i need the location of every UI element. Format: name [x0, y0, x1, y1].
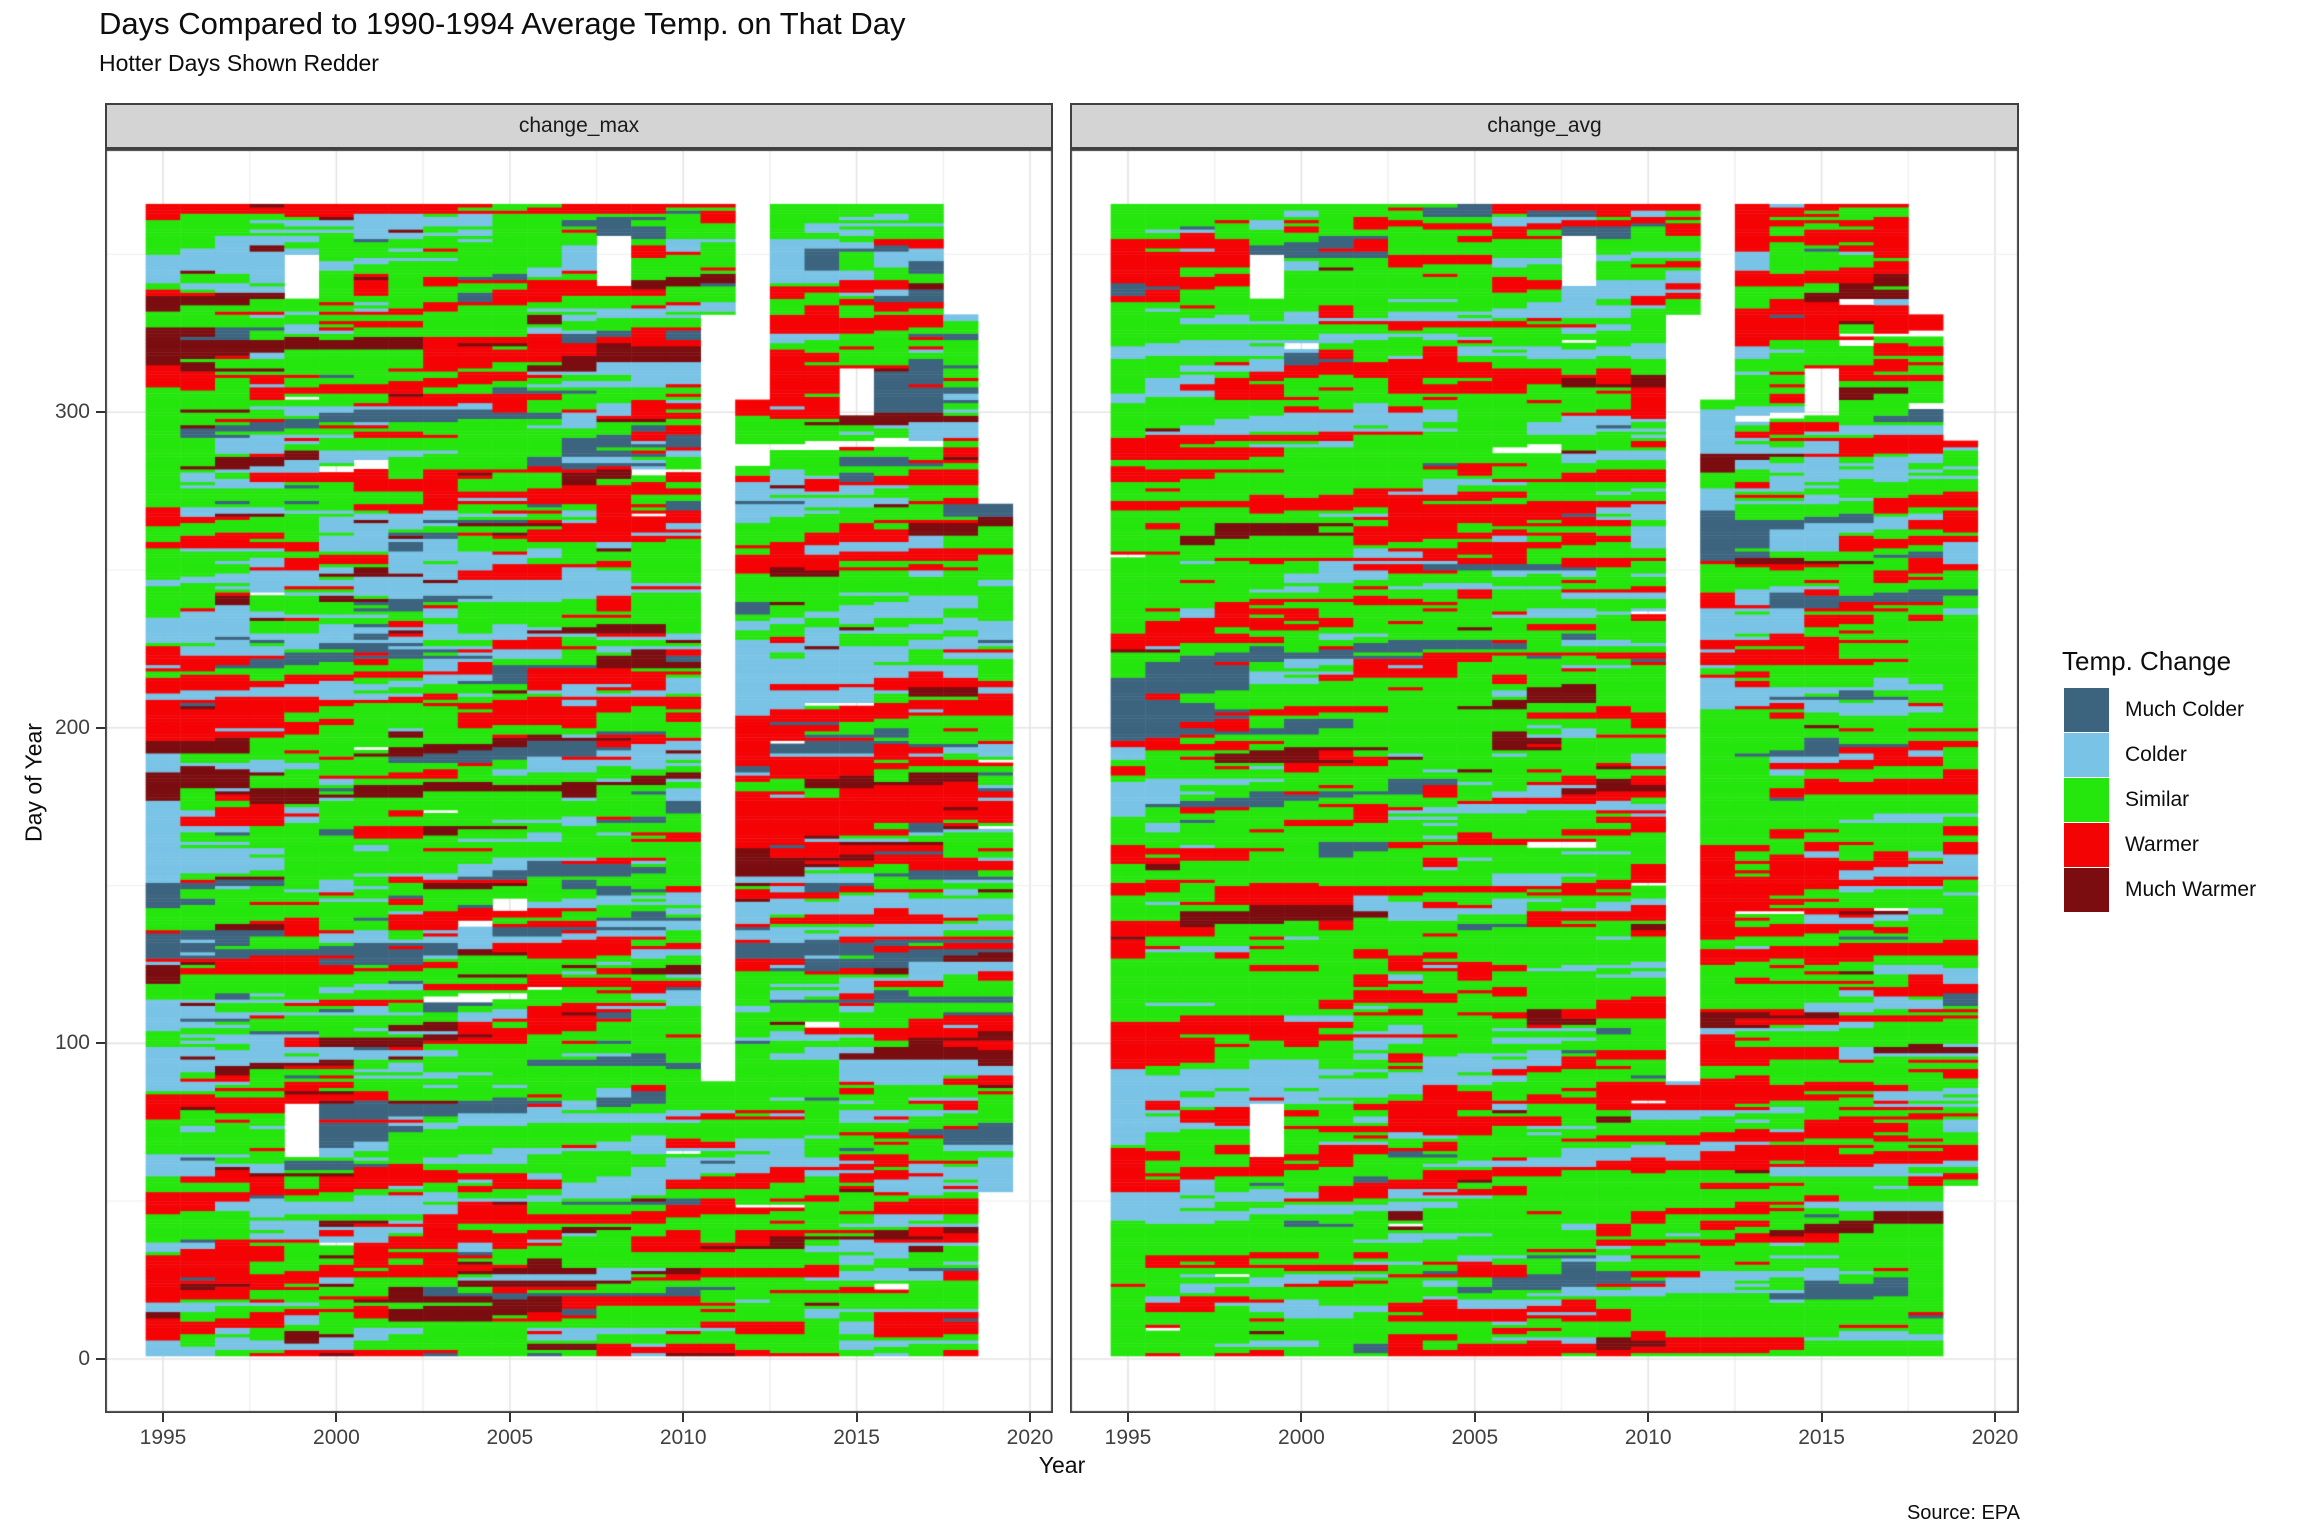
legend-swatch-similar — [2064, 778, 2109, 822]
legend-label-much-warmer: Much Warmer — [2125, 878, 2257, 901]
x-tick-label-change_max-2000: 2000 — [313, 1426, 360, 1449]
x-tick-label-change_max-1995: 1995 — [139, 1426, 187, 1449]
legend-label-similar: Similar — [2125, 788, 2190, 811]
x-tick-label-change_avg-2020: 2020 — [1971, 1426, 2019, 1449]
y-tick-mark-200 — [96, 726, 105, 729]
legend-title: Temp. Change — [2062, 646, 2232, 676]
x-tick-label-change_max-2005: 2005 — [486, 1426, 534, 1449]
x-tick-label-change_avg-2005: 2005 — [1451, 1426, 1499, 1449]
y-tick-mark-0 — [96, 1358, 105, 1360]
x-tick-mark-change_avg-2020 — [1994, 1413, 1996, 1422]
y-tick-mark-100 — [96, 1042, 105, 1045]
legend-swatch-warmer — [2064, 823, 2109, 867]
legend-label-warmer: Warmer — [2125, 833, 2199, 856]
heatmap-panel-change-max — [105, 149, 1053, 1413]
facet-strip-change-max: change_max — [105, 103, 1053, 149]
y-tick-label-0: 0 — [78, 1347, 90, 1370]
x-axis-title: Year — [1038, 1452, 1086, 1478]
x-tick-label-change_avg-2015: 2015 — [1798, 1426, 1845, 1449]
x-tick-label-change_max-2020: 2020 — [1006, 1426, 1054, 1449]
x-tick-mark-change_avg-2015 — [1820, 1413, 1823, 1422]
y-tick-label-100: 100 — [54, 1031, 90, 1055]
legend-swatch-colder — [2064, 733, 2109, 777]
x-tick-label-change_max-2015: 2015 — [833, 1426, 880, 1449]
x-tick-mark-change_avg-2005 — [1473, 1413, 1476, 1422]
legend-label-much-colder: Much Colder — [2125, 698, 2245, 721]
chart-subtitle: Hotter Days Shown Redder — [99, 50, 379, 76]
legend-swatch-much-warmer — [2064, 868, 2109, 912]
y-axis-title: Day of Year — [20, 723, 47, 842]
x-tick-mark-change_avg-2000 — [1300, 1413, 1303, 1422]
x-tick-mark-change_max-1995 — [162, 1413, 164, 1422]
y-tick-label-300: 300 — [54, 400, 90, 424]
x-tick-mark-change_max-2020 — [1029, 1413, 1031, 1422]
x-tick-label-change_max-2010: 2010 — [659, 1426, 707, 1449]
x-tick-mark-change_avg-2010 — [1647, 1413, 1650, 1422]
chart-title: Days Compared to 1990-1994 Average Temp.… — [99, 6, 906, 41]
legend-label-colder: Colder — [2125, 743, 2187, 766]
x-tick-mark-change_max-2015 — [855, 1413, 858, 1422]
x-tick-mark-change_max-2010 — [682, 1413, 685, 1422]
x-tick-label-change_avg-2000: 2000 — [1278, 1426, 1325, 1449]
x-tick-label-change_avg-1995: 1995 — [1104, 1426, 1152, 1449]
x-tick-mark-change_max-2005 — [508, 1413, 511, 1422]
heatmap-panel-change-avg — [1070, 149, 2019, 1413]
x-tick-mark-change_max-2000 — [335, 1413, 338, 1422]
facet-strip-change-avg: change_avg — [1070, 103, 2019, 149]
source-caption: Source: EPA — [1906, 1502, 2020, 1524]
legend-swatch-much-colder — [2064, 688, 2109, 732]
x-tick-mark-change_avg-1995 — [1127, 1413, 1129, 1422]
y-tick-mark-300 — [96, 411, 105, 414]
x-tick-label-change_avg-2010: 2010 — [1624, 1426, 1672, 1449]
y-tick-label-200: 200 — [54, 715, 90, 739]
